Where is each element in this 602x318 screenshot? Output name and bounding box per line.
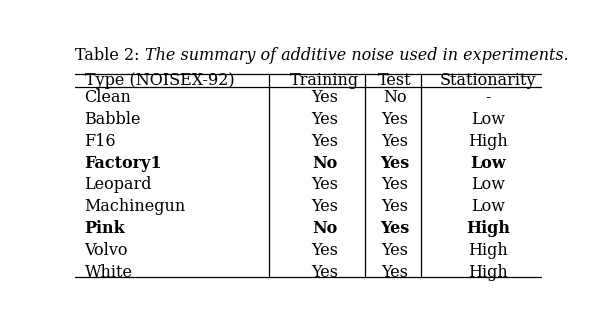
Text: Yes: Yes <box>311 198 338 215</box>
Text: Leopard: Leopard <box>84 176 152 193</box>
Text: Machinegun: Machinegun <box>84 198 186 215</box>
Text: Table 2:: Table 2: <box>75 47 145 64</box>
Text: Yes: Yes <box>381 111 408 128</box>
Text: Volvo: Volvo <box>84 242 128 259</box>
Text: F16: F16 <box>84 133 116 150</box>
Text: Stationarity: Stationarity <box>440 72 536 89</box>
Text: Type (NOISEX-92): Type (NOISEX-92) <box>84 72 234 89</box>
Text: Yes: Yes <box>380 155 409 171</box>
Text: Yes: Yes <box>381 176 408 193</box>
Text: No: No <box>312 155 338 171</box>
Text: High: High <box>468 264 508 280</box>
Text: Low: Low <box>471 198 505 215</box>
Text: Low: Low <box>471 111 505 128</box>
Text: Factory1: Factory1 <box>84 155 162 171</box>
Text: Clean: Clean <box>84 89 131 106</box>
Text: Babble: Babble <box>84 111 141 128</box>
Text: Low: Low <box>471 176 505 193</box>
Text: High: High <box>468 133 508 150</box>
Text: Yes: Yes <box>311 89 338 106</box>
Text: Yes: Yes <box>381 198 408 215</box>
Text: No: No <box>383 89 406 106</box>
Text: -: - <box>485 89 491 106</box>
Text: Pink: Pink <box>84 220 125 237</box>
Text: Yes: Yes <box>311 264 338 280</box>
Text: Yes: Yes <box>381 242 408 259</box>
Text: Yes: Yes <box>311 133 338 150</box>
Text: Yes: Yes <box>311 176 338 193</box>
Text: Test: Test <box>378 72 412 89</box>
Text: The summary of additive noise used in experiments.: The summary of additive noise used in ex… <box>145 47 569 64</box>
Text: Yes: Yes <box>381 264 408 280</box>
Text: White: White <box>84 264 132 280</box>
Text: Low: Low <box>470 155 506 171</box>
Text: High: High <box>466 220 510 237</box>
Text: Yes: Yes <box>311 242 338 259</box>
Text: High: High <box>468 242 508 259</box>
Text: Yes: Yes <box>380 220 409 237</box>
Text: Training: Training <box>290 72 359 89</box>
Text: Yes: Yes <box>381 133 408 150</box>
Text: No: No <box>312 220 338 237</box>
Text: Yes: Yes <box>311 111 338 128</box>
